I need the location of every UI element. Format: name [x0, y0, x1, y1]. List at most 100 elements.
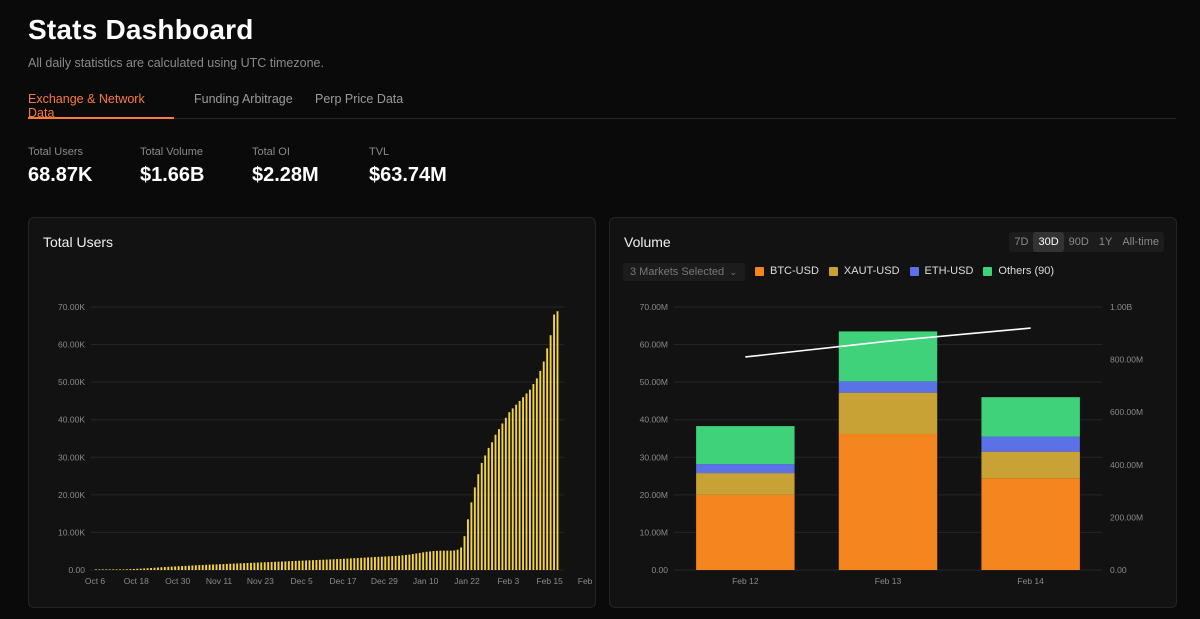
range-1y-button[interactable]: 1Y [1098, 236, 1113, 248]
data-bar [208, 564, 211, 570]
range-7d-button[interactable]: 7D [1014, 236, 1029, 248]
data-bar [194, 565, 197, 570]
data-bar [160, 567, 163, 570]
data-bar [401, 555, 404, 570]
y-tick-label: 10.00M [640, 527, 668, 537]
x-tick-label: Oct 6 [85, 576, 106, 586]
data-bar [480, 462, 483, 570]
y-tick-label: 10.00K [58, 527, 85, 537]
data-bar [370, 557, 373, 570]
data-bar [484, 455, 487, 570]
x-tick-label: Feb 12 [732, 576, 759, 586]
data-bar [270, 561, 273, 570]
data-bar [305, 560, 308, 570]
data-bar [346, 558, 349, 570]
tab-exchange-network-data[interactable]: Exchange & Network Data [28, 92, 174, 120]
legend-label: Others (90) [998, 265, 1055, 277]
range-30d-button[interactable]: 30D [1033, 232, 1064, 252]
data-bar [150, 567, 153, 570]
data-bar [549, 335, 552, 570]
data-bar [436, 550, 438, 570]
stacked-bar-segment [981, 436, 1080, 452]
range-90d-button[interactable]: 90D [1068, 236, 1089, 248]
data-bar [418, 552, 421, 570]
tab-bar: Exchange & Network Data Funding Arbitrag… [28, 92, 1176, 120]
data-bar [101, 569, 104, 570]
range-all-time-button[interactable]: All-time [1122, 236, 1159, 248]
data-bar [546, 348, 549, 570]
data-bar [473, 487, 476, 570]
data-bar [177, 566, 180, 570]
data-bar [198, 565, 201, 570]
stat-total-volume: Total Volume $1.66B [140, 146, 205, 187]
data-bar [442, 550, 445, 570]
data-bar [298, 560, 301, 570]
tab-perp-price-data[interactable]: Perp Price Data [315, 92, 404, 106]
legend-item-eth-usd[interactable]: ETH-USD [909, 265, 973, 277]
legend-item-others[interactable]: Others (90) [983, 265, 1054, 277]
data-bar [281, 561, 283, 570]
stacked-bar-segment [696, 473, 795, 495]
stat-label: Total Users [28, 146, 84, 158]
x-tick-label: Jan 22 [454, 576, 480, 586]
tab-funding-arbitrage[interactable]: Funding Arbitrage [194, 92, 293, 106]
data-bar [291, 561, 294, 570]
data-bar [236, 563, 239, 570]
data-bar [494, 434, 497, 570]
data-bar [174, 566, 177, 570]
data-bar [384, 556, 387, 570]
stat-tvl: TVL $63.74M [369, 146, 447, 187]
panel-title: Total Users [43, 234, 114, 250]
data-bar [380, 556, 383, 570]
data-bar [315, 560, 318, 570]
data-bar [374, 557, 376, 570]
legend-item-btc-usd[interactable]: BTC-USD [755, 265, 819, 277]
page-subtitle: All daily statistics are calculated usin… [28, 56, 324, 70]
data-bar [153, 567, 156, 570]
x-tick-label: Feb 13 [875, 576, 902, 586]
data-bar [336, 559, 339, 570]
data-bar [294, 560, 297, 570]
y-tick-label: 0.00 [68, 565, 85, 575]
data-bar [504, 417, 507, 570]
data-bar [501, 423, 504, 570]
data-bar [122, 569, 125, 570]
data-bar [267, 562, 270, 570]
data-bar [446, 550, 449, 570]
data-bar [222, 564, 225, 570]
data-bar [253, 562, 256, 570]
data-bar [201, 564, 204, 570]
data-bar [219, 564, 221, 570]
data-bar [170, 566, 173, 570]
data-bar [308, 560, 311, 570]
data-bar [129, 569, 132, 570]
market-select-dropdown[interactable]: 3 Markets Selected ⌄ [623, 263, 745, 281]
y-tick-label: 30.00M [640, 452, 668, 462]
data-bar [422, 552, 425, 570]
x-tick-label: Jan 10 [413, 576, 439, 586]
x-tick-label: Nov 23 [247, 576, 274, 586]
data-bar [525, 393, 528, 570]
x-tick-label: Feb 3 [497, 576, 519, 586]
data-bar [332, 559, 335, 570]
data-bar [287, 561, 290, 570]
data-bar [467, 519, 469, 570]
legend-label: BTC-USD [770, 265, 819, 277]
y2-tick-label: 600.00M [1110, 407, 1143, 417]
y-tick-label: 50.00M [640, 377, 668, 387]
data-bar [215, 564, 218, 570]
data-bar [139, 568, 142, 570]
data-bar [126, 569, 128, 570]
data-bar [325, 559, 328, 570]
y-tick-label: 40.00K [58, 415, 85, 425]
legend-item-xaut-usd[interactable]: XAUT-USD [828, 265, 900, 277]
data-bar [353, 558, 356, 570]
data-bar [250, 562, 252, 570]
data-bar [349, 558, 352, 570]
data-bar [394, 555, 397, 570]
stat-label: Total OI [252, 146, 290, 158]
data-bar [356, 557, 359, 570]
data-bar [508, 412, 511, 570]
y2-tick-label: 400.00M [1110, 460, 1143, 470]
y2-tick-label: 200.00M [1110, 512, 1143, 522]
